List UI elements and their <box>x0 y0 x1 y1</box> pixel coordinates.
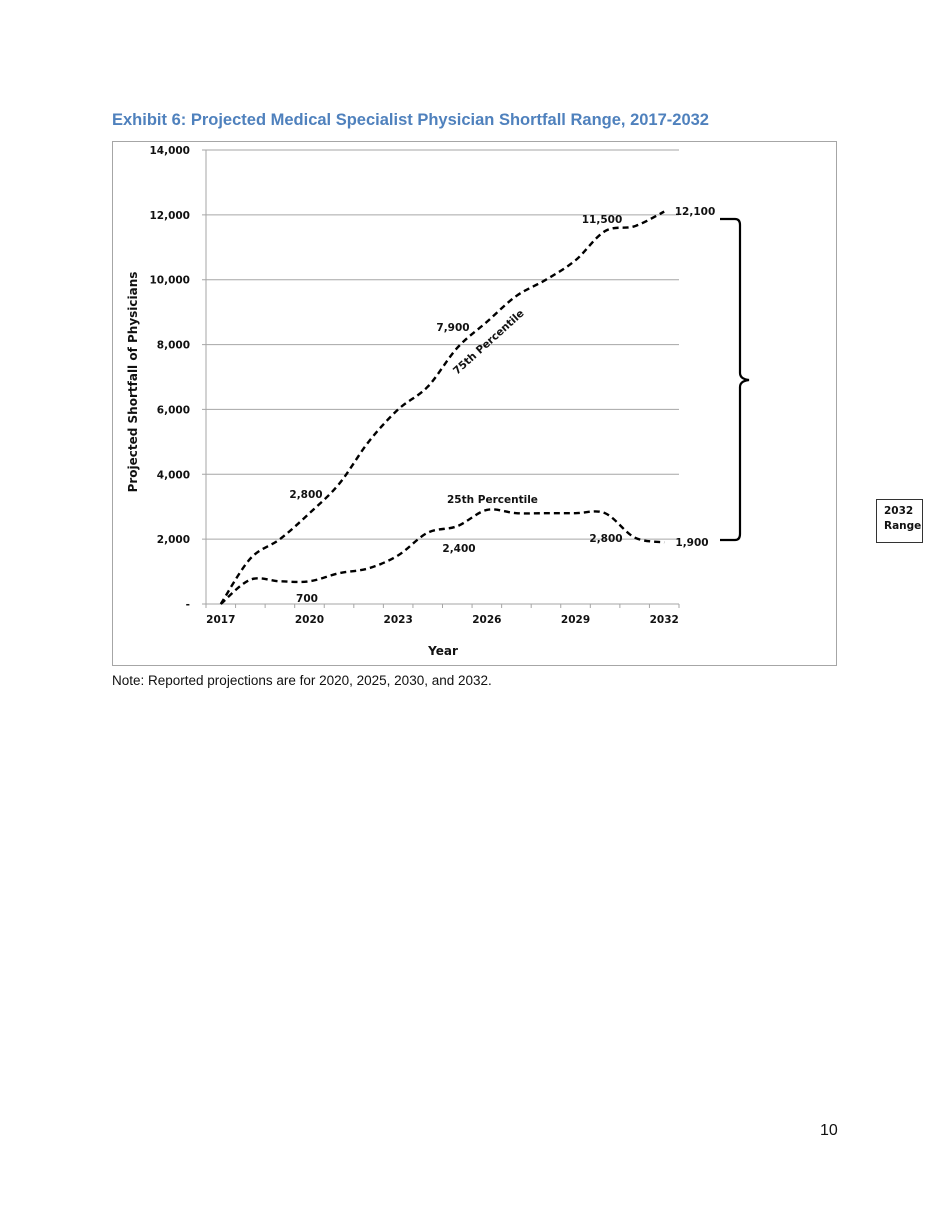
y-tick-label: 8,000 <box>157 340 190 352</box>
series-label-75th: 75th Percentile <box>451 307 527 377</box>
line-chart: -2,0004,0006,0008,00010,00012,00014,000 … <box>126 145 750 658</box>
x-axis-title: Year <box>427 644 458 658</box>
y-tick-label: 10,000 <box>149 275 190 287</box>
range-label-box: 2032 Range <box>876 499 923 543</box>
x-tick-label: 2020 <box>295 614 324 626</box>
chart-frame: -2,000 4,000 6,000 8,000 10,000 12,000 14,000 … <box>112 141 923 666</box>
series-line-75th-percentile <box>219 210 665 605</box>
x-tick-label: 2017 <box>206 614 235 626</box>
y-tick-label: 4,000 <box>157 469 190 481</box>
data-label: 1,900 <box>675 537 708 549</box>
range-label-text: Range <box>884 520 922 532</box>
data-label: 2,800 <box>589 533 622 545</box>
x-tick-label: 2026 <box>472 614 501 626</box>
data-label: 2,800 <box>289 489 322 501</box>
page-number: 10 <box>820 1122 838 1139</box>
x-axis-tick-labels: 2017 2020 2023 2026 2029 2032 <box>206 614 679 626</box>
data-label: 12,100 <box>675 206 716 218</box>
data-label: 700 <box>296 593 318 605</box>
data-label: 2,400 <box>442 543 475 555</box>
series-lines <box>219 210 665 605</box>
y-axis-title: Projected Shortfall of Physicians <box>126 272 140 493</box>
range-bracket <box>720 217 750 542</box>
x-tick-label: 2023 <box>384 614 413 626</box>
x-tick-label: 2029 <box>561 614 590 626</box>
y-tick-label: - <box>186 599 190 611</box>
y-tick-label: 12,000 <box>149 210 190 222</box>
axes <box>202 150 680 608</box>
y-tick-label: 2,000 <box>157 534 190 546</box>
chart-note: Note: Reported projections are for 2020,… <box>112 673 492 688</box>
series-line-25th-percentile <box>219 508 665 605</box>
data-labels: 2,800 7,900 11,500 12,100 700 2,400 2,800 1,900 <box>289 206 715 605</box>
x-tick-label: 2032 <box>650 614 679 626</box>
data-label: 11,500 <box>582 214 623 226</box>
y-axis-tick-labels: - 2,000 4,000 6,000 8,000 10,000 12,000 14,000 <box>149 145 190 611</box>
y-tick-label: 6,000 <box>157 404 190 416</box>
range-label-year: 2032 <box>884 505 914 517</box>
gridlines <box>202 149 679 540</box>
data-label: 7,900 <box>436 322 469 334</box>
y-tick-label: 14,000 <box>149 145 190 157</box>
exhibit-title: Exhibit 6: Projected Medical Specialist … <box>112 111 709 129</box>
series-label-25th: 25th Percentile <box>447 494 538 506</box>
